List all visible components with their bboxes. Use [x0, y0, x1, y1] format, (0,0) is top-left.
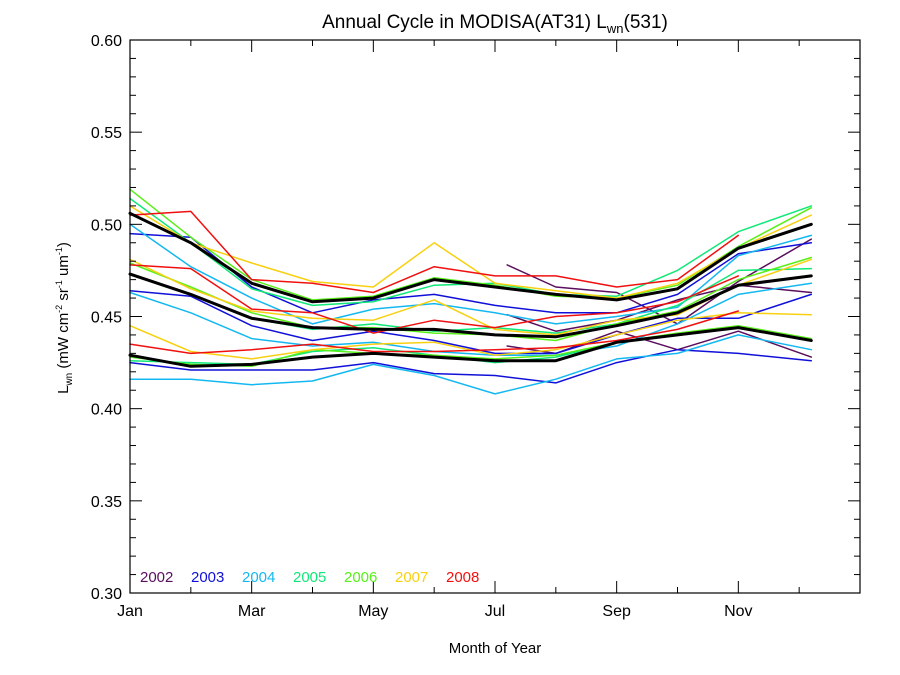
x-axis-label: Month of Year	[449, 640, 542, 657]
y-axis-label-units-mid-1: sr	[55, 288, 72, 305]
series-line-2004-8	[129, 334, 813, 395]
chart-title-subscript: wn	[606, 21, 624, 36]
y-axis-label-units-mid-2: um	[55, 255, 72, 280]
y-tick-label-2: 0.40	[91, 402, 122, 419]
x-tick-label-5: Nov	[724, 603, 752, 620]
series-line-2004-6	[129, 223, 813, 325]
y-tick-label-0: 0.30	[91, 586, 122, 603]
legend: 2002 2003 2004 2005 2006 2007 2008	[140, 569, 479, 586]
y-tick-label-4: 0.50	[91, 217, 122, 234]
y-axis-label-sup-1: -2	[54, 305, 64, 313]
y-axis-label-sup-2: -1	[54, 280, 64, 288]
x-tick-label-4: Sep	[602, 603, 631, 620]
y-axis-label-units-open: (mW cm	[55, 313, 72, 373]
y-tick-label-3: 0.45	[91, 310, 122, 327]
y-tick-label-6: 0.60	[91, 33, 122, 50]
y-axis-label-sup-3: -1	[54, 247, 64, 255]
y-axis-label: Lwn (mW cm-2 sr-1 um-1)	[54, 242, 75, 394]
series-line-2005-9	[129, 197, 813, 307]
series-layer	[128, 188, 813, 395]
series-line-2002-0	[506, 238, 813, 325]
series-line-2007-17	[129, 312, 813, 360]
x-tick-label-1: Mar	[238, 603, 266, 620]
series-line-2002-2	[506, 330, 813, 358]
series-line-2008-19	[129, 264, 740, 334]
series-line-2006-12	[129, 188, 813, 301]
x-tick-label-2: May	[358, 603, 388, 620]
legend-entry-2004: 2004	[242, 569, 275, 586]
axes-layer: 0.30 0.35 0.40 0.45 0.50 0.55 0.60 Jan Mar May Jul…	[91, 33, 861, 620]
legend-entry-2003: 2003	[191, 569, 224, 586]
series-line-mean-23	[128, 326, 813, 368]
series-line-2008-18	[129, 210, 740, 294]
series-line-2002-1	[506, 284, 813, 332]
series-line-2003-3	[129, 232, 813, 314]
legend-entry-2005: 2005	[293, 569, 326, 586]
y-axis-label-subscript: wn	[64, 373, 75, 387]
series-line-2007-15	[129, 205, 813, 299]
y-axis-label-base: L	[55, 386, 72, 394]
chart-title: Annual Cycle in MODISA(AT31) Lwn(531)	[322, 12, 668, 36]
series-line-2006-13	[129, 256, 813, 342]
y-tick-label-5: 0.55	[91, 125, 122, 142]
chart-title-main: Annual Cycle in MODISA(AT31) L	[322, 12, 607, 33]
series-line-mean-22	[128, 272, 813, 339]
legend-entry-2006: 2006	[344, 569, 377, 586]
y-tick-label-1: 0.35	[91, 494, 122, 511]
legend-entry-2008: 2008	[446, 569, 479, 586]
series-line-mean-21	[128, 211, 813, 304]
y-axis-label-units-close: )	[55, 242, 72, 247]
legend-entry-2002: 2002	[140, 569, 173, 586]
series-line-2008-20	[129, 310, 740, 355]
x-tick-label-3: Jul	[485, 603, 505, 620]
chart-title-suffix: (531)	[624, 12, 668, 33]
legend-entry-2007: 2007	[395, 569, 428, 586]
plot-frame	[129, 39, 861, 594]
x-tick-label-0: Jan	[117, 603, 143, 620]
